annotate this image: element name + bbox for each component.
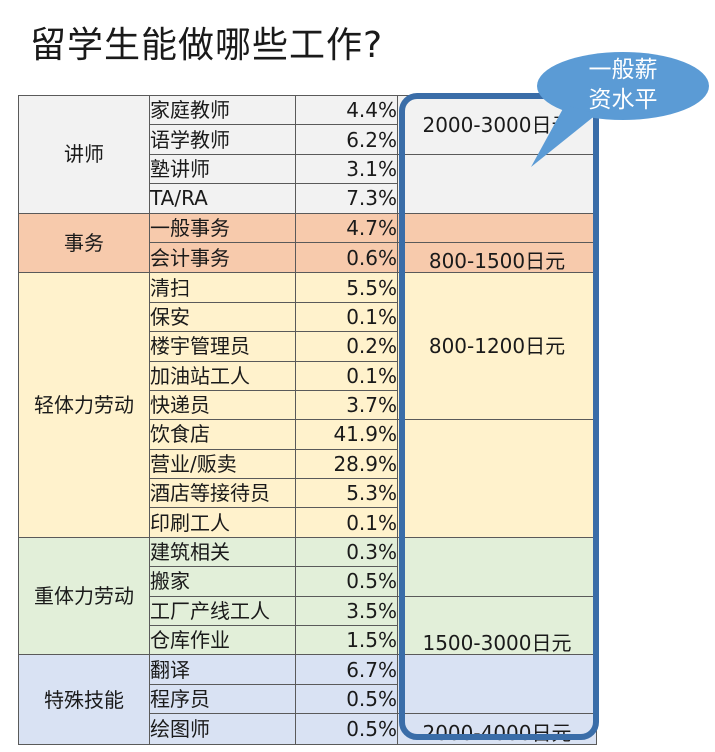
- percentage-cell: 3.1%: [295, 153, 398, 185]
- percentage-cell: 1.5%: [295, 625, 398, 656]
- table-row: 讲师 家庭教师 4.4% 2000-3000日元: [18, 94, 597, 214]
- table-row: 楼宇管理员 0.2%: [19, 331, 597, 362]
- job-name-cell: 工厂产线工人: [149, 595, 296, 627]
- salary-cell: [397, 419, 597, 538]
- percentage-cell: 4.7%: [295, 212, 398, 243]
- percentage-cell: 41.9%: [295, 419, 398, 450]
- job-name-cell: 楼宇管理员: [149, 331, 296, 362]
- job-name-cell: 保安: [149, 301, 296, 333]
- percentage-cell: 0.2%: [295, 331, 398, 362]
- percentage-cell: 0.1%: [295, 301, 398, 333]
- table-row: 酒店等接待员 5.3%: [19, 478, 597, 509]
- job-name-cell: 家庭教师: [149, 94, 296, 126]
- category-cell: 讲师: [18, 95, 150, 214]
- salary-cell: 800-1200日元: [397, 272, 597, 421]
- job-name-cell: 会计事务: [149, 241, 296, 274]
- percentage-cell: 3.5%: [295, 595, 398, 627]
- percentage-cell: 0.1%: [295, 507, 398, 538]
- salary-cell: [397, 654, 597, 715]
- percentage-cell: 6.7%: [295, 654, 398, 685]
- percentage-cell: 7.3%: [295, 183, 398, 214]
- salary-cell: 800-1500日元: [397, 241, 597, 274]
- job-name-cell: 清扫: [149, 272, 296, 303]
- job-name-cell: TA/RA: [149, 183, 296, 214]
- table-row: 饮食店 41.9%: [19, 419, 597, 538]
- table-row: 程序员 0.5%: [19, 683, 597, 715]
- table-row: 仓库作业 1.5%: [19, 625, 597, 656]
- table-row: 语学教师 6.2%: [19, 124, 597, 155]
- category-cell: 特殊技能: [18, 654, 150, 745]
- callout-line-1: 一般薪: [588, 57, 658, 83]
- percentage-cell: 5.3%: [295, 478, 398, 509]
- table-row: 加油站工人 0.1%: [19, 360, 597, 391]
- percentage-cell: 0.5%: [295, 713, 398, 745]
- percentage-cell: 0.1%: [295, 360, 398, 391]
- salary-cell: 2000-3000日元: [397, 95, 597, 155]
- percentage-cell: 0.6%: [295, 241, 398, 274]
- salary-cell: [397, 212, 597, 243]
- job-name-cell: 加油站工人: [149, 360, 296, 391]
- percentage-cell: 6.2%: [295, 124, 398, 155]
- percentage-cell: 28.9%: [295, 448, 398, 480]
- job-name-cell: 翻译: [149, 654, 296, 685]
- job-name-cell: 语学教师: [149, 124, 296, 155]
- percentage-cell: 0.3%: [295, 536, 398, 568]
- percentage-cell: 3.7%: [295, 389, 398, 421]
- salary-cell: [397, 153, 597, 214]
- table-row: 保安 0.1%: [19, 301, 597, 333]
- percentage-cell: 5.5%: [295, 272, 398, 303]
- job-name-cell: 饮食店: [149, 419, 296, 450]
- table-row: 快递员 3.7%: [19, 389, 597, 421]
- category-cell: 轻体力劳动: [18, 272, 150, 538]
- table-row: 会计事务 0.6% 800-1500日元: [19, 241, 597, 274]
- jobs-table: 讲师 家庭教师 4.4% 2000-3000日元 语学教师 6.2% 塾讲师 3.1% TA/R…: [18, 94, 597, 745]
- table-row: 搬家 0.5%: [19, 566, 597, 597]
- job-name-cell: 塾讲师: [149, 153, 296, 185]
- job-name-cell: 搬家: [149, 566, 296, 597]
- table-row: 事务 一般事务 4.7%: [18, 212, 597, 274]
- table-row: 工厂产线工人 3.5% 1500-3000日元: [19, 595, 597, 656]
- job-name-cell: 绘图师: [149, 713, 296, 745]
- category-cell: 重体力劳动: [18, 536, 150, 656]
- percentage-cell: 0.5%: [295, 566, 398, 597]
- table-row: 特殊技能 翻译 6.7%: [18, 654, 597, 745]
- job-name-cell: 酒店等接待员: [149, 478, 296, 509]
- percentage-cell: 0.5%: [295, 683, 398, 715]
- table-row: 重体力劳动 建筑相关 0.3%: [18, 536, 597, 656]
- table-row: 印刷工人 0.1%: [19, 507, 597, 538]
- salary-cell: 1500-3000日元: [397, 595, 597, 656]
- job-name-cell: 仓库作业: [149, 625, 296, 656]
- category-cell: 事务: [18, 212, 150, 274]
- job-name-cell: 印刷工人: [149, 507, 296, 538]
- job-name-cell: 一般事务: [149, 212, 296, 243]
- table-row: 塾讲师 3.1%: [19, 153, 597, 214]
- job-name-cell: 营业/贩卖: [149, 448, 296, 480]
- table-row: 轻体力劳动 清扫 5.5% 800-1200日元: [18, 272, 597, 538]
- salary-cell: 2000-4000日元: [397, 713, 597, 745]
- table-row: 营业/贩卖 28.9%: [19, 448, 597, 480]
- job-name-cell: 程序员: [149, 683, 296, 715]
- job-name-cell: 建筑相关: [149, 536, 296, 568]
- page-title: 留学生能做哪些工作?: [30, 25, 384, 66]
- job-name-cell: 快递员: [149, 389, 296, 421]
- percentage-cell: 4.4%: [295, 94, 398, 126]
- table-row: TA/RA 7.3%: [19, 183, 597, 214]
- salary-cell: [397, 536, 597, 597]
